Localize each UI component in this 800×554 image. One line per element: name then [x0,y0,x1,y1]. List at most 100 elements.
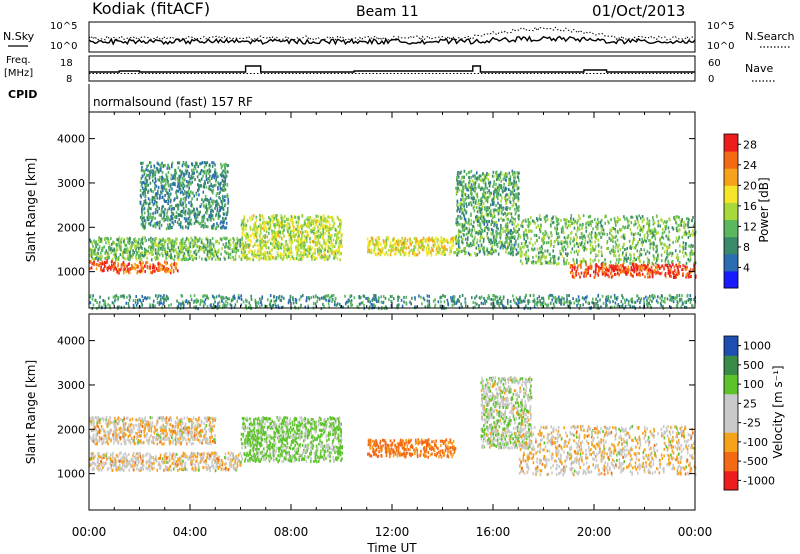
echo-cell [633,258,636,262]
echo-cell [456,178,458,182]
echo-cell [632,239,634,243]
echo-cell [96,255,98,259]
echo-cell [392,245,394,249]
echo-cell [155,242,157,246]
echo-cell [142,193,144,197]
echo-cell [213,223,215,227]
echo-cell [462,186,464,190]
echo-cell [159,193,161,197]
echo-cell [171,214,173,218]
echo-cell [631,242,634,245]
echo-cell [177,166,180,170]
echo-cell [493,175,495,179]
echo-cell [463,217,466,221]
echo-cell [208,199,210,202]
echo-cell [141,213,143,217]
echo-cell [556,262,558,266]
echo-cell [176,251,178,254]
echo-cell [663,230,666,234]
echo-cell [493,249,496,252]
echo-cell [148,238,150,242]
nsky-right-tick-bottom: 10^0 [707,41,734,52]
echo-cell [297,221,300,225]
echo-cell [174,248,176,252]
echo-cell [178,161,181,165]
echo-cell [495,220,498,224]
echo-cell [282,231,284,235]
echo-cell [585,222,587,226]
echo-cell [290,238,293,242]
echo-cell [617,249,619,253]
echo-cell [271,237,273,241]
echo-cell [542,251,544,255]
echo-cell [200,204,202,208]
echo-cell [181,244,184,248]
echo-cell [478,185,481,189]
echo-cell [468,202,470,206]
echo-cell [426,251,428,254]
echo-cell [200,177,203,181]
echo-cell [388,248,390,252]
echo-cell [465,202,467,206]
echo-cell [290,244,293,248]
echo-cell [476,238,479,242]
echo-cell [640,269,643,272]
echo-cell [218,248,220,252]
echo-cell [133,251,135,255]
echo-cell [338,246,340,250]
echo-cell [124,267,126,271]
echo-cell [171,239,174,243]
echo-cell [137,253,140,257]
echo-cell [265,242,268,246]
echo-cell [318,243,321,247]
echo-cell [547,241,550,245]
echo-cell [461,211,463,215]
echo-cell [251,250,254,254]
echo-cell [139,253,142,257]
echo-cell [467,184,470,188]
echo-cell [435,237,437,240]
echo-cell [484,229,486,233]
echo-cell [165,250,168,254]
echo-cell [594,248,596,252]
echo-cell [477,199,480,203]
echo-cell [640,247,642,251]
echo-cell [198,172,200,176]
echo-cell [418,240,421,244]
echo-cell [529,241,531,245]
echo-cell [681,219,684,223]
echo-cell [182,184,184,188]
echo-cell [504,196,506,200]
echo-cell [458,229,460,233]
echo-cell [619,228,621,232]
echo-cell [228,240,230,244]
echo-cell [261,252,264,256]
echo-cell [534,241,537,245]
echo-cell [98,236,101,240]
echo-cell [144,178,147,182]
echo-cell [513,171,516,174]
echo-cell [180,240,183,244]
echo-cell [197,220,200,224]
echo-cell [197,164,199,168]
echo-cell [370,251,373,255]
echo-cell [206,253,209,257]
echo-cell [278,241,281,245]
echo-cell [544,217,546,221]
echo-cell [256,230,259,234]
echo-cell [295,220,298,224]
echo-cell [473,209,476,213]
echo-cell [675,263,677,267]
echo-cell [441,245,443,249]
echo-cell [170,204,173,208]
echo-cell [297,216,300,220]
echo-cell [526,224,529,228]
echo-cell [538,236,540,240]
echo-cell [182,241,185,245]
echo-cell [120,248,122,252]
echo-cell [582,214,585,218]
echo-cell [161,267,164,271]
echo-cell [625,253,627,257]
echo-cell [209,248,212,252]
echo-cell [91,262,94,266]
